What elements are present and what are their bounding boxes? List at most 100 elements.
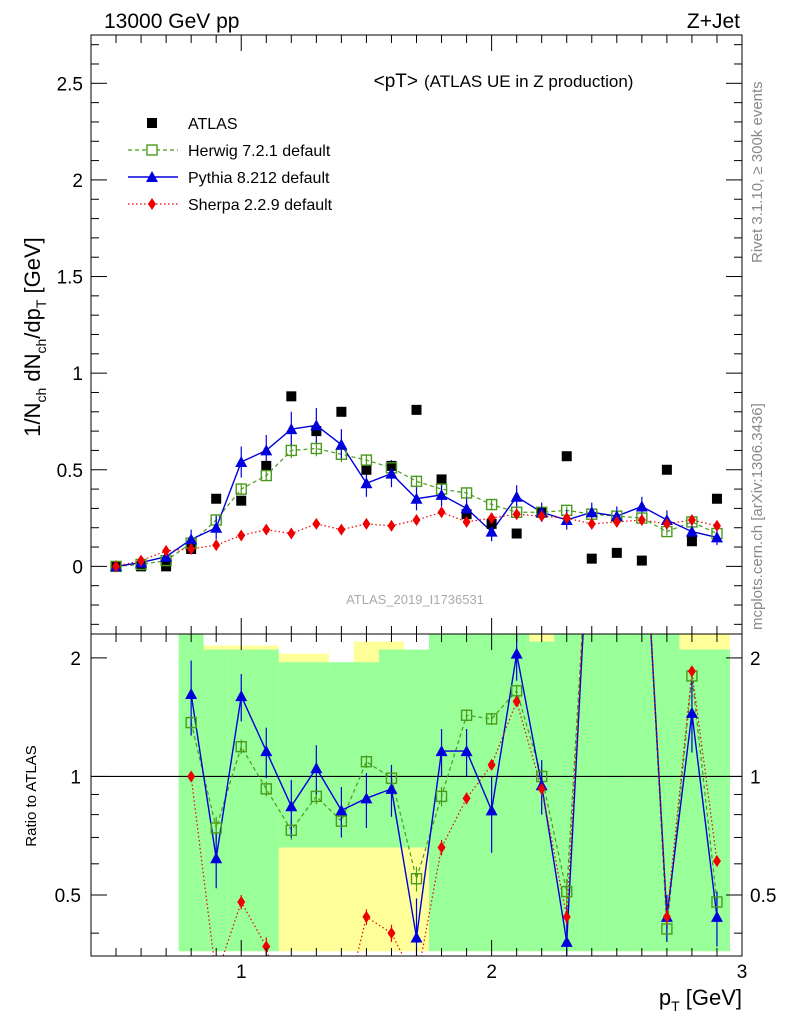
- ratio-point-herwig: [335, 815, 348, 827]
- point-sherpa: [662, 517, 671, 530]
- ratio-point-pythia: [710, 910, 723, 922]
- point-pythia: [610, 510, 623, 522]
- mcplots-label: mcplots.cern.ch [arXiv:1306.3436]: [749, 403, 766, 630]
- point-atlas: [386, 460, 397, 471]
- point-atlas: [511, 528, 522, 539]
- legend-label-herwig: Herwig 7.2.1 default: [188, 143, 331, 160]
- ratio-point-herwig: [235, 740, 247, 753]
- point-herwig: [485, 498, 498, 511]
- point-sherpa: [112, 560, 121, 573]
- point-sherpa: [387, 519, 396, 532]
- ratio-point-pythia: [685, 706, 698, 718]
- x-tick-label: 1: [236, 962, 247, 983]
- legend-label-pythia: Pythia 8.212 default: [188, 170, 330, 187]
- band-green: [253, 649, 280, 952]
- ratio-point-sherpa: [362, 910, 371, 923]
- rivet-version-label: Rivet 3.1.10, ≥ 300k events: [749, 81, 766, 263]
- point-sherpa: [537, 510, 546, 523]
- axes-ticks: 0 0.5 1 1.5 2 2.5 1 2 3 0.5 0.5 1 1 2 2: [55, 35, 776, 983]
- plot-title: <pT>: [374, 71, 418, 92]
- ratio-y-tick-label: 1: [70, 767, 81, 788]
- ratio-line-herwig: [190, 634, 718, 929]
- ratio-point-pythia: [210, 852, 223, 864]
- point-pythia: [310, 419, 323, 431]
- band-green: [504, 634, 530, 952]
- point-pythia: [635, 500, 648, 512]
- main-plot-data: [110, 391, 723, 573]
- point-atlas: [261, 460, 272, 471]
- ratio-point-herwig: [661, 923, 673, 935]
- band-white-gap: [303, 634, 330, 654]
- ratio-point-sherpa: [562, 910, 571, 923]
- point-sherpa: [687, 513, 696, 526]
- band-yellow-low: [353, 863, 380, 952]
- point-herwig: [235, 483, 247, 495]
- point-pythia: [360, 477, 373, 489]
- ratio-point-pythia: [235, 690, 248, 702]
- point-sherpa: [162, 544, 171, 557]
- point-sherpa: [212, 539, 221, 552]
- band-green: [579, 634, 605, 952]
- ratio-point-sherpa: [662, 910, 671, 923]
- point-pythia: [185, 533, 198, 545]
- band-yellow-low: [278, 852, 305, 952]
- point-atlas: [311, 426, 322, 437]
- ratio-point-pythia: [560, 935, 573, 947]
- ratio-point-pythia: [460, 745, 473, 757]
- ratio-point-herwig: [561, 885, 573, 898]
- ratio-point-herwig: [410, 872, 423, 885]
- point-sherpa: [237, 529, 246, 542]
- point-atlas: [411, 404, 422, 415]
- main-y-tick-label: 0.5: [57, 461, 83, 482]
- band-green: [629, 634, 655, 952]
- point-atlas: [236, 495, 247, 506]
- point-pythia: [235, 456, 248, 468]
- ratio-point-pythia: [285, 800, 298, 812]
- point-sherpa: [437, 506, 446, 519]
- point-pythia: [410, 492, 423, 504]
- main-y-tick-label: 1.5: [57, 268, 83, 289]
- ratio-point-herwig: [185, 716, 197, 729]
- point-sherpa: [262, 523, 271, 536]
- legend-marker-herwig: [146, 144, 158, 156]
- point-pythia: [385, 467, 398, 479]
- point-sherpa: [712, 519, 721, 532]
- ratio-point-herwig: [260, 783, 272, 795]
- point-atlas: [711, 493, 722, 504]
- point-sherpa: [612, 515, 621, 528]
- legend-entry-herwig: Herwig 7.2.1 default: [128, 143, 331, 160]
- ratio-point-pythia: [310, 762, 323, 774]
- ratio-y-tick-label-right: 0.5: [750, 886, 776, 907]
- legend-entry-atlas: ATLAS: [147, 116, 238, 133]
- point-herwig: [460, 487, 473, 499]
- point-atlas: [211, 493, 222, 504]
- point-atlas: [286, 391, 297, 402]
- ratio-point-herwig: [485, 713, 498, 725]
- ratio-point-herwig: [711, 896, 723, 908]
- point-sherpa: [562, 512, 571, 525]
- band-yellow-low: [328, 852, 355, 952]
- ratio-y-axis-label: Ratio to ATLAS: [23, 745, 40, 846]
- ratio-point-pythia: [335, 804, 348, 816]
- ratio-point-sherpa: [512, 695, 521, 708]
- ratio-point-sherpa: [387, 927, 396, 940]
- point-pythia: [335, 438, 348, 450]
- point-pythia: [210, 521, 223, 533]
- ratio-point-sherpa: [437, 841, 446, 854]
- ratio-uncertainty-bands: [178, 634, 730, 952]
- plot-subtitle: (ATLAS UE in Z production): [424, 72, 633, 91]
- point-sherpa: [487, 512, 496, 525]
- main-y-tick-label: 2: [72, 171, 83, 192]
- point-herwig: [285, 444, 298, 457]
- point-pythia: [710, 531, 723, 543]
- point-sherpa: [512, 508, 521, 521]
- ratio-point-pythia: [360, 792, 373, 804]
- ratio-point-herwig: [285, 824, 298, 836]
- ratio-point-pythia: [435, 745, 448, 757]
- point-pythia: [285, 423, 298, 435]
- point-pythia: [435, 488, 448, 500]
- ratio-point-pythia: [485, 804, 498, 816]
- ratio-point-herwig: [460, 709, 473, 721]
- band-green: [403, 649, 430, 848]
- point-herwig: [410, 475, 423, 488]
